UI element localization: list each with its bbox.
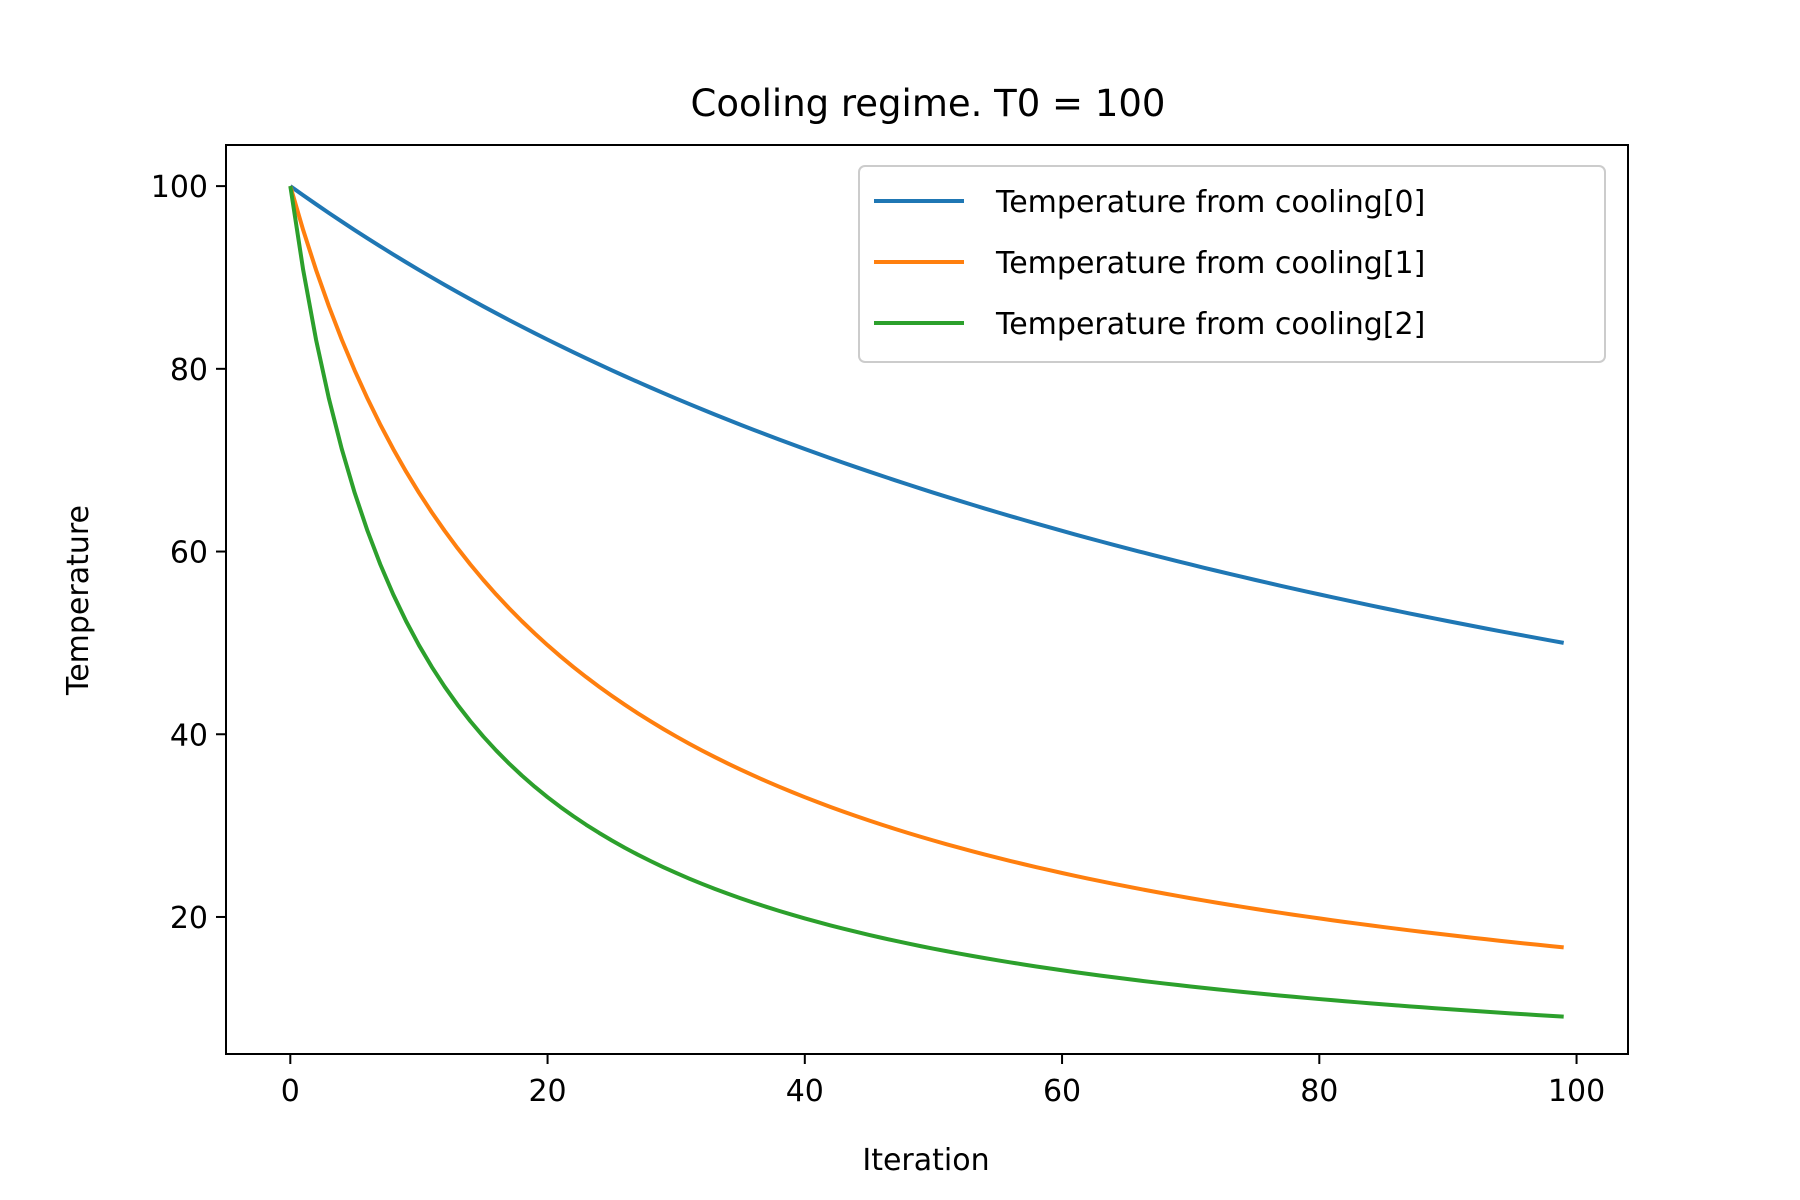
legend-box bbox=[858, 165, 1606, 363]
series-line-2 bbox=[288, 185, 1564, 1019]
x-axis-label: Iteration bbox=[862, 1143, 989, 1178]
legend: Temperature from cooling[0] Temperature f… bbox=[858, 165, 1606, 363]
y-tick-label: 100 bbox=[151, 170, 208, 205]
legend-label-1: Temperature from cooling[1] bbox=[995, 246, 1425, 281]
legend-label-2: Temperature from cooling[2] bbox=[995, 307, 1425, 342]
y-axis-label: Temperature bbox=[61, 505, 96, 696]
x-axis: 0 20 40 60 80 100 bbox=[281, 1054, 1605, 1109]
legend-label-0: Temperature from cooling[0] bbox=[995, 185, 1425, 220]
plot-area bbox=[225, 144, 1629, 1055]
y-axis: 20 40 60 80 100 bbox=[151, 170, 226, 936]
series-line-0 bbox=[289, 184, 1565, 645]
y-tick-label: 60 bbox=[170, 536, 208, 571]
x-tick-label: 80 bbox=[1300, 1074, 1338, 1109]
x-tick-label: 20 bbox=[528, 1074, 566, 1109]
y-tick-label: 80 bbox=[170, 353, 208, 388]
plot-frame bbox=[225, 144, 1629, 1055]
y-tick-label: 40 bbox=[170, 718, 208, 753]
x-tick-label: 0 bbox=[281, 1074, 300, 1109]
series-line-1 bbox=[288, 185, 1564, 950]
x-tick-label: 40 bbox=[786, 1074, 824, 1109]
x-tick-label: 60 bbox=[1043, 1074, 1081, 1109]
series-layer bbox=[288, 184, 1565, 1019]
x-tick-label: 100 bbox=[1548, 1074, 1605, 1109]
y-tick-label: 20 bbox=[170, 901, 208, 936]
chart-title: Cooling regime. T0 = 100 bbox=[691, 82, 1166, 125]
